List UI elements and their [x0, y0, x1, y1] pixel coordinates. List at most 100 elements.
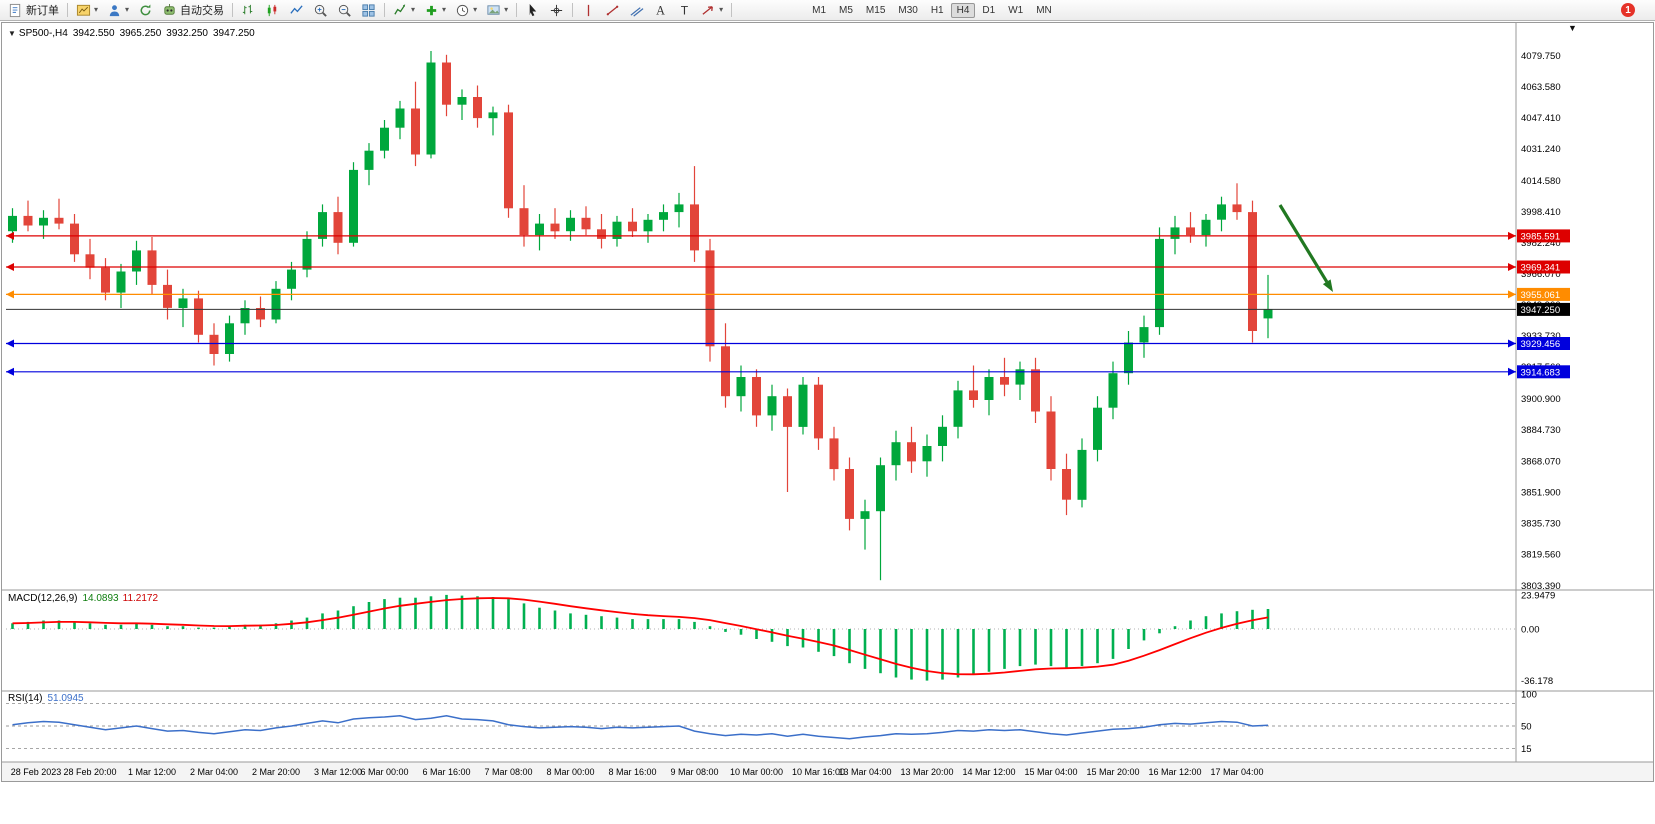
svg-text:3900.900: 3900.900: [1521, 394, 1561, 405]
arrows-tool-button[interactable]: ▾: [697, 0, 727, 20]
chart-menu-triangle-icon[interactable]: ▼: [8, 29, 16, 38]
time-axis-strip[interactable]: [2, 762, 1653, 781]
svg-text:4063.580: 4063.580: [1521, 82, 1561, 93]
objects-button[interactable]: ▾: [482, 0, 512, 20]
period-clock-button[interactable]: ▾: [451, 0, 481, 20]
annotation-arrow: [1278, 204, 1333, 292]
svg-text:1 Mar 12:00: 1 Mar 12:00: [128, 767, 176, 777]
svg-text:10 Mar 00:00: 10 Mar 00:00: [730, 767, 783, 777]
chevron-down-icon: ▾: [125, 5, 130, 14]
trendline-tool-button[interactable]: [601, 0, 624, 20]
svg-text:4079.750: 4079.750: [1521, 51, 1561, 62]
svg-text:3914.683: 3914.683: [1521, 367, 1561, 378]
svg-text:10 Mar 16:00: 10 Mar 16:00: [792, 767, 845, 777]
svg-text:8 Mar 16:00: 8 Mar 16:00: [608, 767, 656, 777]
svg-text:-36.178: -36.178: [1521, 676, 1553, 687]
svg-text:4014.580: 4014.580: [1521, 176, 1561, 187]
rsi-value: 51.0945: [47, 693, 84, 704]
text-label-t-icon: T: [681, 3, 689, 17]
svg-text:3947.250: 3947.250: [1521, 305, 1561, 316]
low-value: 3932.250: [166, 28, 208, 39]
svg-text:0.00: 0.00: [1521, 625, 1540, 636]
symbol-period-label: SP500-,H4: [18, 28, 68, 39]
svg-text:15 Mar 04:00: 15 Mar 04:00: [1024, 767, 1077, 777]
toolbar-separator: [384, 3, 386, 17]
trendline-icon: [606, 5, 619, 15]
vertical-line-tool-button[interactable]: [577, 0, 600, 20]
svg-text:9 Mar 08:00: 9 Mar 08:00: [670, 767, 718, 777]
chevron-down-icon: ▾: [473, 5, 478, 14]
text-tool-button[interactable]: A: [649, 0, 672, 20]
timeframe-m30-button[interactable]: M30: [898, 4, 918, 16]
profiles-button[interactable]: ▾: [103, 0, 133, 20]
timeframe-d1-button[interactable]: D1: [982, 4, 996, 16]
svg-text:3 Mar 12:00: 3 Mar 12:00: [314, 767, 362, 777]
svg-text:15: 15: [1521, 744, 1532, 755]
timeframe-h1-button[interactable]: H1: [930, 4, 944, 16]
new-order-icon: [9, 3, 21, 17]
svg-text:13 Mar 20:00: 13 Mar 20:00: [900, 767, 953, 777]
chart-quick-menu-arrow-icon[interactable]: ▼: [1568, 23, 1577, 33]
macd-layer: 23.9479 0.00 -36.178: [6, 590, 1555, 687]
line-chart-mode-button[interactable]: [285, 0, 308, 20]
svg-text:17 Mar 04:00: 17 Mar 04:00: [1210, 767, 1263, 777]
cursor-tool-button[interactable]: [521, 0, 544, 20]
main-toolbar: 新订单 ▾ ▾ 自动交易 ▾ ▾ ▾: [0, 0, 1655, 21]
text-a-icon: A: [656, 3, 665, 17]
close-value: 3947.250: [213, 28, 255, 39]
rsi-title: RSI(14): [8, 693, 43, 704]
svg-text:28 Feb 20:00: 28 Feb 20:00: [63, 767, 116, 777]
algo-trading-button[interactable]: 自动交易: [158, 0, 228, 20]
label-tool-button[interactable]: T: [673, 0, 696, 20]
add-indicator-button[interactable]: ▾: [420, 0, 450, 20]
timeframe-w1-button[interactable]: W1: [1008, 4, 1024, 16]
svg-text:3868.070: 3868.070: [1521, 457, 1561, 468]
svg-text:13 Mar 04:00: 13 Mar 04:00: [838, 767, 891, 777]
timeframe-m15-button[interactable]: M15: [865, 4, 886, 16]
timeframe-mn-button[interactable]: MN: [1036, 4, 1052, 16]
chevron-down-icon: ▾: [411, 5, 416, 14]
new-order-button[interactable]: 新订单: [4, 0, 63, 20]
chevron-down-icon: ▾: [442, 5, 447, 14]
plus-icon: [426, 5, 437, 15]
new-chart-button[interactable]: ▾: [72, 0, 102, 20]
svg-text:3803.390: 3803.390: [1521, 581, 1561, 592]
svg-text:15 Mar 20:00: 15 Mar 20:00: [1086, 767, 1139, 777]
channel-tool-button[interactable]: [625, 0, 648, 20]
svg-text:4031.240: 4031.240: [1521, 144, 1561, 155]
crosshair-tool-button[interactable]: [545, 0, 568, 20]
toolbar-separator: [731, 3, 733, 17]
new-chart-icon: [76, 4, 91, 16]
tile-windows-button[interactable]: [357, 0, 380, 20]
refresh-icon: [140, 4, 151, 15]
crosshair-icon: [550, 4, 563, 16]
algo-trading-label: 自动交易: [180, 5, 225, 17]
price-levels-layer: 3985.591 3969.341 3955.061 3929.456 3914.683…: [6, 229, 1570, 379]
refresh-button[interactable]: [134, 0, 157, 20]
notification-badge[interactable]: 1: [1621, 3, 1635, 17]
tile-windows-icon: [362, 3, 375, 17]
macd-title: MACD(12,26,9): [8, 593, 78, 604]
zoom-in-button[interactable]: [309, 0, 332, 20]
svg-text:3819.560: 3819.560: [1521, 550, 1561, 561]
indicators-button[interactable]: ▾: [389, 0, 419, 20]
candlestick-mode-button[interactable]: [261, 0, 284, 20]
timeframe-group: M1 M5 M15 M30 H1 H4 D1 W1 MN: [806, 2, 1058, 18]
timeframe-h4-button[interactable]: H4: [950, 2, 976, 18]
timeframe-m1-button[interactable]: M1: [812, 4, 827, 16]
open-value: 3942.550: [72, 28, 115, 39]
svg-text:23.9479: 23.9479: [1521, 590, 1555, 601]
arrow-object-icon: [702, 5, 713, 15]
zoom-in-icon: [314, 4, 327, 17]
bar-chart-mode-button[interactable]: [237, 0, 260, 20]
svg-text:14 Mar 12:00: 14 Mar 12:00: [962, 767, 1015, 777]
vertical-line-icon: [587, 4, 590, 16]
svg-text:T: T: [681, 3, 689, 17]
zoom-out-button[interactable]: [333, 0, 356, 20]
chevron-down-icon: ▾: [504, 5, 509, 14]
svg-text:A: A: [656, 3, 665, 17]
timeframe-m5-button[interactable]: M5: [839, 4, 853, 16]
chevron-down-icon: ▾: [94, 5, 99, 14]
svg-text:8 Mar 00:00: 8 Mar 00:00: [546, 767, 594, 777]
